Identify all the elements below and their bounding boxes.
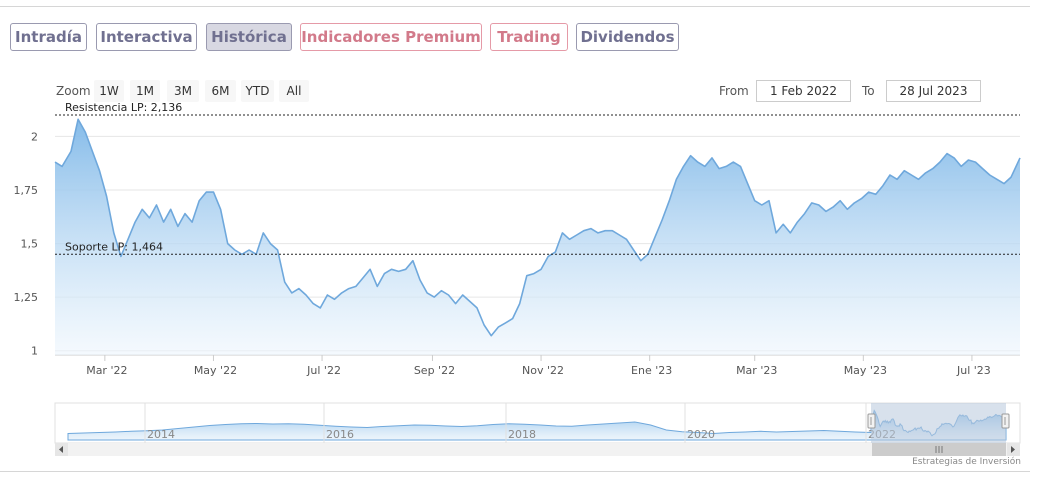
x-axis: Mar '22 May '22 Jul '22 Sep '22 Nov '22 Ene '… [86, 355, 991, 377]
navigator-selection[interactable] [871, 403, 1006, 443]
tab-indicadores-premium[interactable]: Indicadores Premium [300, 23, 482, 51]
zoom-3m-button[interactable]: 3M [167, 80, 199, 102]
x-tick-label: Ene '23 [631, 364, 672, 377]
to-label: To [862, 84, 875, 98]
tab-interactiva[interactable]: Interactiva [96, 23, 197, 51]
scrollbar-track[interactable] [55, 443, 1020, 456]
y-axis: 1 1,25 1,5 1,75 2 [14, 130, 39, 357]
zoom-6m-button[interactable]: 6M [205, 80, 236, 102]
from-date-input[interactable]: 1 Feb 2022 [756, 80, 851, 102]
from-label: From [719, 84, 749, 98]
price-series[interactable] [54, 118, 1021, 355]
x-tick-label: Mar '22 [86, 364, 127, 377]
y-tick-label: 2 [31, 130, 38, 143]
level-label: Soporte LP: 1,464 [65, 240, 163, 253]
zoom-1w-button[interactable]: 1W [94, 80, 124, 102]
tab-dividendos[interactable]: Dividendos [576, 23, 679, 51]
navigator-tick-label: 2016 [326, 428, 354, 441]
top-divider [0, 6, 1030, 7]
tab-historica[interactable]: Histórica [206, 23, 292, 51]
to-date-input[interactable]: 28 Jul 2023 [886, 80, 981, 102]
x-tick-label: Jul '23 [956, 364, 991, 377]
y-tick-label: 1,75 [14, 184, 39, 197]
x-tick-label: Nov '22 [522, 364, 564, 377]
navigator-tick-label: 2020 [687, 428, 715, 441]
navigator[interactable]: 20142016201820202022 [54, 402, 1021, 444]
bottom-divider [0, 471, 1030, 472]
navigator-tick-label: 2018 [508, 428, 536, 441]
tab-trading[interactable]: Trading [490, 23, 568, 51]
scrollbar[interactable] [55, 443, 1020, 456]
y-tick-label: 1 [31, 345, 38, 358]
navigator-tick-label: 2014 [147, 428, 175, 441]
x-tick-label: May '23 [844, 364, 887, 377]
x-tick-label: Sep '22 [414, 364, 455, 377]
x-tick-label: Jul '22 [306, 364, 341, 377]
zoom-all-button[interactable]: All [279, 80, 309, 102]
price-area [55, 119, 1020, 355]
x-tick-label: Mar '23 [736, 364, 777, 377]
zoom-1m-button[interactable]: 1M [130, 80, 160, 102]
scroll-left-arrow-icon [59, 446, 63, 453]
level-annotations: Resistencia LP: 2,136 Soporte LP: 1,464 [55, 101, 1020, 255]
y-tick-label: 1,25 [14, 291, 39, 304]
level-label: Resistencia LP: 2,136 [65, 101, 182, 114]
price-line[interactable] [54, 118, 1021, 337]
credits: Estrategias de Inversión [912, 457, 1021, 467]
x-tick-label: May '22 [194, 364, 237, 377]
zoom-ytd-button[interactable]: YTD [241, 80, 274, 102]
tab-intradia[interactable]: Intradía [10, 23, 87, 51]
zoom-label: Zoom [56, 84, 91, 98]
y-tick-label: 1,5 [21, 238, 39, 251]
scroll-right-arrow-icon [1011, 446, 1015, 453]
